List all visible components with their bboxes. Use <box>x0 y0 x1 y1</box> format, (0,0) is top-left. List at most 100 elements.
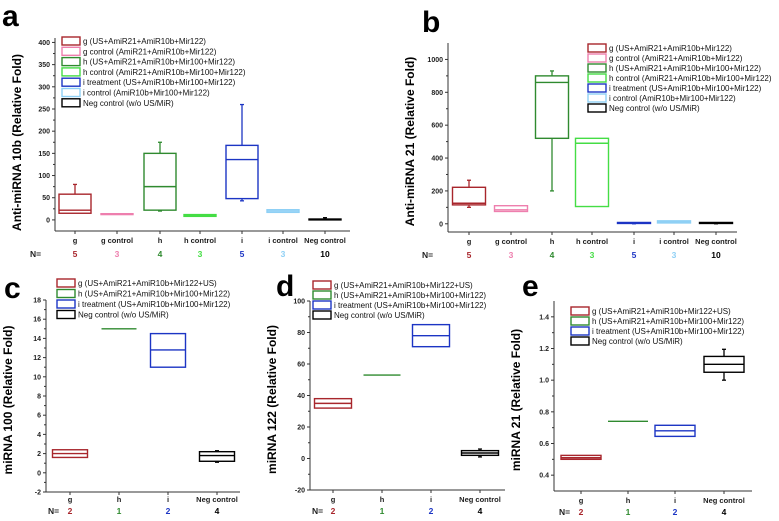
y-tick-label: 6 <box>37 413 41 420</box>
y-tick-label: 1.4 <box>539 314 549 321</box>
n-prefix: N= <box>312 506 323 516</box>
box-h <box>534 70 570 192</box>
legend-swatch <box>570 336 590 346</box>
legend-entry: i treatment (US+AmiR10b+Mir100+Mir122) <box>78 300 231 309</box>
box-iqr <box>58 193 92 214</box>
y-tick-label: 50 <box>42 195 50 202</box>
n-value: 1 <box>117 506 122 516</box>
n-value: 4 <box>550 250 555 260</box>
n-value: 2 <box>166 506 171 516</box>
y-axis-label: Anti-miRNA 21 (Relative Fold) <box>403 57 417 227</box>
box-neg-control <box>198 450 236 463</box>
legend-swatch <box>312 300 332 310</box>
box-g <box>58 183 92 214</box>
n-value: 2 <box>579 507 584 517</box>
y-tick-label: 250 <box>38 106 50 113</box>
legend-entry: i treatment (US+AmiR10b+Mir100+Mir122) <box>334 301 487 310</box>
y-axis-label: miRNA 100 (Relative Fold) <box>1 326 15 475</box>
y-axis-label: miRNA 122 (Relative Fold) <box>265 325 279 474</box>
y-tick-label: 4 <box>37 432 41 439</box>
box-i <box>149 332 187 368</box>
box-h-control <box>183 213 217 218</box>
x-category-label: h <box>550 237 555 246</box>
box-i <box>411 323 451 348</box>
y-tick-label: 0 <box>46 217 50 224</box>
n-value: 3 <box>590 250 595 260</box>
box-g <box>51 449 89 459</box>
x-category-label: i <box>167 495 169 504</box>
legend-swatch <box>570 326 590 336</box>
legend-entry: h control (AmiR21+AmiR10b+Mir100+Mir122) <box>83 68 246 77</box>
y-tick-label: 60 <box>297 362 305 369</box>
y-axis-label: Anti-miRNA 10b (Relative Fold) <box>10 54 24 231</box>
n-value: 2 <box>331 506 336 516</box>
box-g <box>560 454 602 461</box>
box-iqr <box>493 205 529 213</box>
legend-swatch <box>61 98 81 108</box>
box-g <box>313 397 353 409</box>
y-tick-label: -20 <box>295 488 305 495</box>
box-i <box>654 424 696 438</box>
n-value: 4 <box>215 506 220 516</box>
panel-letter: c <box>4 272 21 305</box>
x-category-label: Neg control <box>196 495 238 504</box>
y-tick-label: 800 <box>431 90 443 97</box>
y-axis-label: miRNA 21 (Relative Fold) <box>509 329 523 471</box>
x-category-label: i <box>674 496 676 505</box>
y-tick-label: 150 <box>38 151 50 158</box>
box-iqr <box>534 75 570 140</box>
box-g <box>451 179 487 208</box>
x-category-label: g <box>73 236 78 245</box>
x-category-label: h <box>626 496 631 505</box>
x-category-label: Neg control <box>703 496 745 505</box>
x-category-label: g <box>579 496 584 505</box>
y-tick-label: 100 <box>38 173 50 180</box>
y-tick-label: 300 <box>38 84 50 91</box>
y-tick-label: 200 <box>38 129 50 136</box>
x-category-label: h control <box>184 236 216 245</box>
legend-entry: i control (AmiR10b+Mir100+Mir122) <box>609 94 736 103</box>
legend-entry: g (US+AmiR21+AmiR10b+Mir122+US) <box>334 281 473 290</box>
x-category-label: g <box>331 495 336 504</box>
box-h <box>143 141 177 212</box>
y-tick-label: 80 <box>297 330 305 337</box>
x-category-label: i control <box>659 237 689 246</box>
x-category-label: i <box>241 236 243 245</box>
y-tick-label: 0.4 <box>539 473 549 480</box>
n-value: 5 <box>240 249 245 259</box>
n-value: 5 <box>73 249 78 259</box>
n-value: 3 <box>509 250 514 260</box>
legend-swatch <box>570 316 590 326</box>
y-tick-label: -2 <box>35 490 41 497</box>
y-tick-label: 0 <box>37 470 41 477</box>
legend-entry: Neg control (w/o US/MiR) <box>83 99 174 108</box>
x-category-label: g <box>68 495 73 504</box>
box-g-control <box>100 212 134 216</box>
x-category-label: h <box>380 495 385 504</box>
panel-letter: a <box>2 0 19 33</box>
n-value: 10 <box>711 250 721 260</box>
panel-letter: b <box>422 6 440 39</box>
legend-entry: g (US+AmiR21+AmiR10b+Mir122) <box>83 37 206 46</box>
n-value: 1 <box>380 506 385 516</box>
legend-entry: g (US+AmiR21+AmiR10b+Mir122) <box>609 44 732 53</box>
legend-entry: g control (AmiR21+AmiR10b+Mir122) <box>609 54 743 63</box>
box-iqr <box>225 144 259 200</box>
panel-letter: d <box>276 270 294 303</box>
y-tick-label: 18 <box>33 298 41 305</box>
legend-swatch <box>570 306 590 316</box>
n-value: 3 <box>198 249 203 259</box>
x-category-label: i <box>633 237 635 246</box>
legend-swatch <box>61 56 81 67</box>
legend-entry: i control (AmiR10b+Mir100+Mir122) <box>83 89 210 98</box>
y-tick-label: 1000 <box>427 57 443 64</box>
box-neg-control <box>308 217 342 221</box>
x-category-label: h <box>117 495 122 504</box>
panel-a: a 0 50 100 150 200 250 300 350 400 Anti-miRNA 10b … <box>2 0 350 259</box>
legend-entry: h (US+AmiR21+AmiR10b+Mir100+Mir122) <box>609 64 761 73</box>
legend-swatch <box>61 46 81 56</box>
legend-swatch <box>312 310 332 320</box>
box-i <box>225 103 259 202</box>
y-tick-label: 16 <box>33 317 41 324</box>
